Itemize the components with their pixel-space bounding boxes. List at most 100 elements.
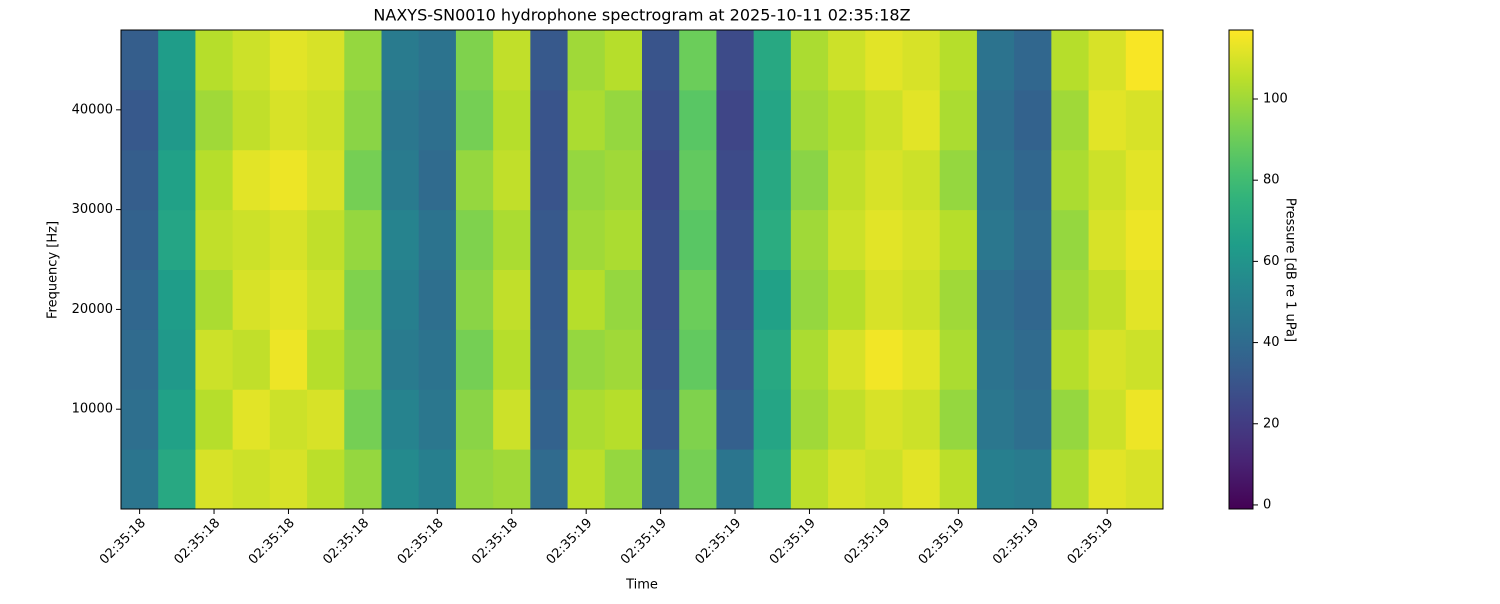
heatmap-cell <box>455 149 494 211</box>
colorbar-tick-label: 60 <box>1263 254 1280 269</box>
heatmap-cell <box>158 149 196 211</box>
heatmap-cell <box>939 149 978 211</box>
heatmap-cell <box>195 209 234 270</box>
x-axis-label: Time <box>625 578 658 593</box>
heatmap-cell <box>195 329 234 390</box>
heatmap-cell <box>418 89 457 151</box>
heatmap-cell <box>530 449 569 510</box>
heatmap-cell <box>232 209 271 270</box>
heatmap-cell <box>642 30 680 91</box>
heatmap-cell <box>381 389 420 450</box>
heatmap-cell <box>121 449 159 510</box>
heatmap-cell <box>679 149 717 211</box>
heatmap-cell <box>232 89 271 151</box>
heatmap-cell <box>195 30 234 91</box>
heatmap-cell <box>902 329 941 390</box>
heatmap-cell <box>679 89 717 151</box>
heatmap-cell <box>976 209 1015 270</box>
heatmap-cell <box>567 149 606 211</box>
y-tick-label: 10000 <box>72 402 113 417</box>
heatmap-cell <box>493 329 531 390</box>
heatmap-cell <box>753 30 792 91</box>
heatmap-cell <box>790 89 829 151</box>
heatmap-cell <box>344 209 382 270</box>
heatmap-cell <box>269 269 308 330</box>
y-tick-label: 40000 <box>72 102 113 117</box>
heatmap-cell <box>828 329 866 390</box>
heatmap-cell <box>307 329 345 390</box>
heatmap-cell <box>976 329 1015 390</box>
heatmap-cell <box>530 209 569 270</box>
heatmap-cell <box>121 269 159 330</box>
heatmap-cell <box>530 149 569 211</box>
colorbar-label: Pressure [dB re 1 uPa] <box>1283 198 1298 342</box>
heatmap-cell <box>1051 269 1090 330</box>
heatmap-cell <box>1125 269 1164 330</box>
y-axis-label: Frequency [Hz] <box>46 221 61 319</box>
heatmap-cell <box>939 269 978 330</box>
heatmap-cell <box>344 30 382 91</box>
colorbar-tick-label: 20 <box>1263 416 1280 431</box>
heatmap-cell <box>455 389 494 450</box>
heatmap-cell <box>269 449 308 510</box>
heatmap-cell <box>567 389 606 450</box>
heatmap-cell <box>530 30 569 91</box>
heatmap-cell <box>567 89 606 151</box>
heatmap-cell <box>902 149 941 211</box>
heatmap-cell <box>642 389 680 450</box>
heatmap-cell <box>455 209 494 270</box>
heatmap-cell <box>604 389 643 450</box>
heatmap-cell <box>418 269 457 330</box>
heatmap-cell <box>307 209 345 270</box>
heatmap-cell <box>679 269 717 330</box>
heatmap-cell <box>604 269 643 330</box>
heatmap-cell <box>790 449 829 510</box>
heatmap-cell <box>902 30 941 91</box>
heatmap-cell <box>753 449 792 510</box>
heatmap-cell <box>493 449 531 510</box>
heatmap-cell <box>232 449 271 510</box>
heatmap-cell <box>158 389 196 450</box>
heatmap-cell <box>976 89 1015 151</box>
heatmap-cell <box>567 269 606 330</box>
heatmap-cell <box>1014 389 1052 450</box>
x-tick-label: 02:35:18 <box>320 516 372 568</box>
heatmap-cell <box>642 449 680 510</box>
heatmap-cell <box>269 89 308 151</box>
heatmap-cell <box>158 269 196 330</box>
x-tick-label: 02:35:18 <box>395 516 447 568</box>
colorbar-tick-label: 100 <box>1263 92 1288 107</box>
heatmap-cell <box>1088 209 1127 270</box>
heatmap-cell <box>493 269 531 330</box>
heatmap-cell <box>716 209 755 270</box>
heatmap-cell <box>1014 89 1052 151</box>
heatmap-cell <box>828 89 866 151</box>
chart-title: NAXYS-SN0010 hydrophone spectrogram at 2… <box>373 6 910 25</box>
heatmap-cell <box>121 30 159 91</box>
heatmap-cell <box>232 149 271 211</box>
heatmap-cell <box>418 389 457 450</box>
heatmap-cell <box>418 329 457 390</box>
heatmap-cell <box>1014 329 1052 390</box>
heatmap-cell <box>121 329 159 390</box>
plot-frame <box>120 29 1164 510</box>
heatmap-cell <box>307 449 345 510</box>
heatmap-cell <box>753 209 792 270</box>
heatmap-cell <box>902 209 941 270</box>
heatmap-cell <box>1125 89 1164 151</box>
heatmap-cell <box>1014 449 1052 510</box>
heatmap-cell <box>902 389 941 450</box>
colorbar-tick-label: 40 <box>1263 335 1280 350</box>
heatmap-cell <box>232 269 271 330</box>
heatmap-cell <box>828 30 866 91</box>
x-tick-label: 02:35:18 <box>246 516 298 568</box>
heatmap-cell <box>865 149 903 211</box>
heatmap-cell <box>418 209 457 270</box>
heatmap-cell <box>567 30 606 91</box>
heatmap-cell <box>790 329 829 390</box>
heatmap-cell <box>381 269 420 330</box>
heatmap-cell <box>865 209 903 270</box>
heatmap-cell <box>939 449 978 510</box>
y-tick-label: 30000 <box>72 202 113 217</box>
heatmap-cell <box>121 149 159 211</box>
